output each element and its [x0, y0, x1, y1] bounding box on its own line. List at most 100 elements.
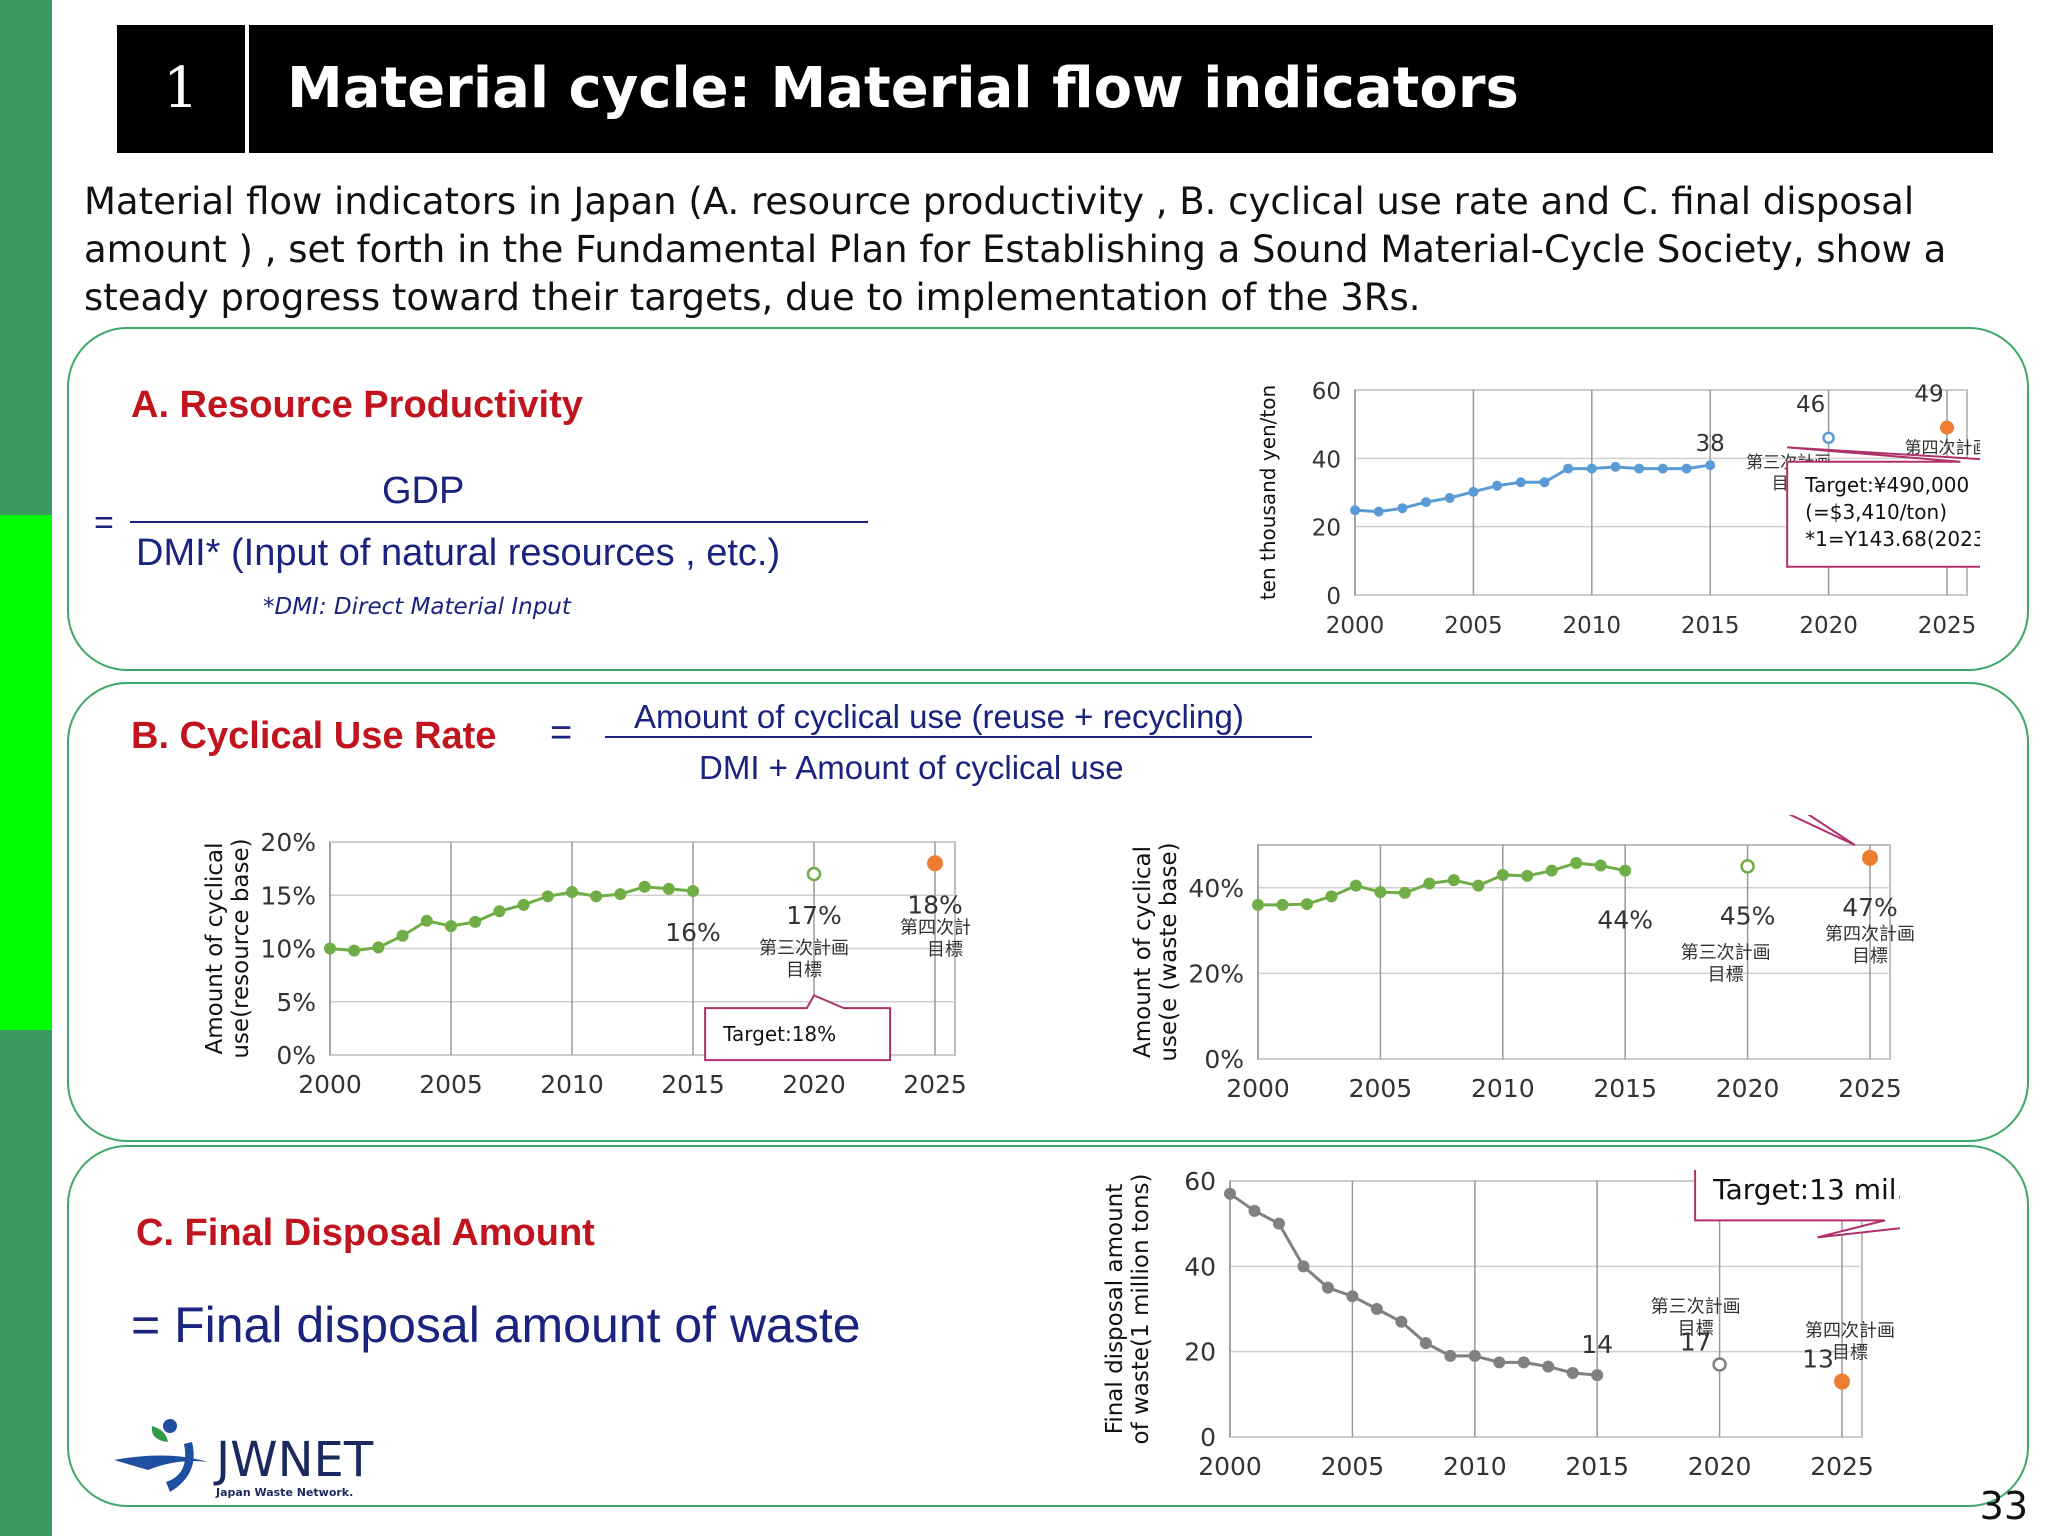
data-point [1521, 869, 1534, 882]
target-callout-text: (=$3,410/ton) [1805, 500, 1947, 524]
panel-a-fraction-bar [130, 521, 868, 523]
left-sidebar-highlight [0, 515, 52, 1030]
data-point [517, 898, 530, 911]
plot-area [1229, 1180, 1863, 1438]
series-line [1354, 463, 1711, 514]
data-point [1248, 1204, 1261, 1217]
target-plan-tag: 第四次計画 [1805, 1321, 1895, 1342]
data-point [541, 890, 554, 903]
data-point [1594, 859, 1607, 872]
data-point [1545, 864, 1558, 877]
data-point [590, 890, 603, 903]
data-point [1321, 1281, 1334, 1294]
logo-subtitle: Japan Waste Network. [215, 1486, 353, 1499]
data-point [1539, 477, 1550, 488]
target-plan-tag-sub: 目標 [1852, 946, 1888, 967]
x-tick-label: 2000 [298, 1070, 362, 1099]
y-tick-label: 60 [1312, 379, 1341, 405]
y-tick-label: 0 [1326, 584, 1341, 610]
series-line [329, 885, 694, 953]
target-value-label: 17 [1680, 1327, 1712, 1356]
cyclical-use-resource-chart: 0% 5% 10% 15% 20% 2000 2005 2010 2015 2020 2025 Amo… [202, 828, 970, 1099]
panel-cyclical-use-rate [67, 682, 2029, 1142]
target-value-label: 46 [1796, 392, 1825, 418]
x-tick-label: 2025 [1810, 1452, 1874, 1481]
panel-a-title: A. Resource Productivity [131, 384, 583, 426]
data-point [1515, 477, 1526, 488]
data-point [1493, 1356, 1506, 1369]
x-tick-label: 2015 [1565, 1452, 1629, 1481]
logo-leaf [151, 1426, 168, 1442]
data-point [1634, 463, 1645, 474]
y-tick-label: 40 [1312, 447, 1341, 473]
x-tick-label: 2010 [1443, 1452, 1507, 1481]
data-point [1586, 463, 1597, 474]
data-point [1224, 1187, 1236, 1200]
data-point [493, 905, 506, 918]
panel-a-footnote: *DMI: Direct Material Input [263, 594, 571, 620]
data-point [1610, 461, 1621, 472]
target-point-filled [1862, 849, 1878, 866]
panel-a-equals: = [94, 504, 114, 542]
plot-area [1257, 844, 1891, 1060]
y-tick-label: 15% [260, 881, 316, 910]
panel-b-fraction-bar [605, 736, 1312, 738]
target-plan-tag: 第四次計画 [900, 917, 970, 938]
data-point [1419, 1337, 1432, 1350]
data-point [1619, 864, 1632, 877]
data-point [1252, 898, 1264, 911]
data-point [1566, 1367, 1579, 1379]
page-number: 33 [1979, 1484, 2028, 1528]
target-callout-text: *1=Y143.68(2023/7/6) [1805, 527, 1980, 551]
final-disposal-chart: 0 20 40 60 2000 2005 2010 2015 2020 2025 Final dis… [1102, 1170, 1900, 1481]
x-tick-label: 2020 [1799, 613, 1858, 639]
panel-resource-productivity [67, 327, 2029, 671]
data-point [1395, 1315, 1408, 1328]
x-tick-label: 2000 [1326, 613, 1385, 639]
target-callout-text: Target:13 mil. tons [1712, 1173, 1900, 1206]
target-point-open [1822, 431, 1835, 445]
panel-b-numerator: Amount of cyclical use (reuse + recyclin… [634, 698, 1244, 735]
y-tick-label: 0% [276, 1041, 316, 1070]
panel-a-denominator: DMI* (Input of natural resources , etc.) [136, 532, 781, 574]
panel-c-title: C. Final Disposal Amount [136, 1212, 595, 1254]
data-point [1325, 890, 1338, 903]
y-tick-label: 40 [1184, 1252, 1216, 1281]
target-plan-tag-sub: 目標 [927, 939, 963, 960]
data-point [1349, 879, 1362, 892]
header-divider [245, 25, 249, 153]
x-tick-label: 2015 [661, 1070, 725, 1099]
data-point [1300, 898, 1313, 911]
last-value-label: 16% [665, 918, 721, 947]
y-axis-label-line1: Amount of cyclical [202, 843, 228, 1055]
target-callout-text: Target:18% [722, 1022, 836, 1046]
target-value-label: 47% [1842, 893, 1898, 922]
target-plan-tag: 第三次計画 [1651, 1296, 1741, 1317]
series-line [1258, 861, 1626, 907]
target-callout-box [1694, 1170, 1900, 1239]
data-point [1397, 503, 1408, 514]
data-point [1421, 497, 1432, 508]
data-point [1542, 1360, 1555, 1373]
x-tick-label: 2025 [1838, 1074, 1902, 1103]
panel-final-disposal [67, 1145, 2029, 1507]
panel-b-denominator: DMI + Amount of cyclical use [699, 749, 1124, 786]
panel-a-numerator: GDP [382, 470, 465, 512]
intro-paragraph: Material flow indicators in Japan (A. re… [84, 180, 1947, 319]
jwnet-logo: JWNET Japan Waste Network. [114, 1419, 374, 1499]
x-tick-label: 2020 [1716, 1074, 1780, 1103]
data-point [396, 929, 409, 942]
data-point [687, 884, 699, 897]
data-point [614, 888, 627, 901]
target-value-label: 13 [1802, 1345, 1834, 1374]
y-axis-label: ten thousand yen/ton [1256, 385, 1280, 600]
y-tick-label: 0 [1200, 1423, 1216, 1452]
y-axis-label-line2: use(resource base) [228, 838, 254, 1058]
x-tick-label: 2005 [1321, 1452, 1385, 1481]
x-tick-label: 2015 [1593, 1074, 1657, 1103]
y-tick-label: 5% [276, 988, 316, 1017]
target-point-open [1740, 859, 1755, 874]
x-tick-label: 2005 [1349, 1074, 1413, 1103]
last-value-label: 44% [1597, 906, 1653, 935]
target-callout-text: Target:¥490,000 [1804, 473, 1969, 497]
